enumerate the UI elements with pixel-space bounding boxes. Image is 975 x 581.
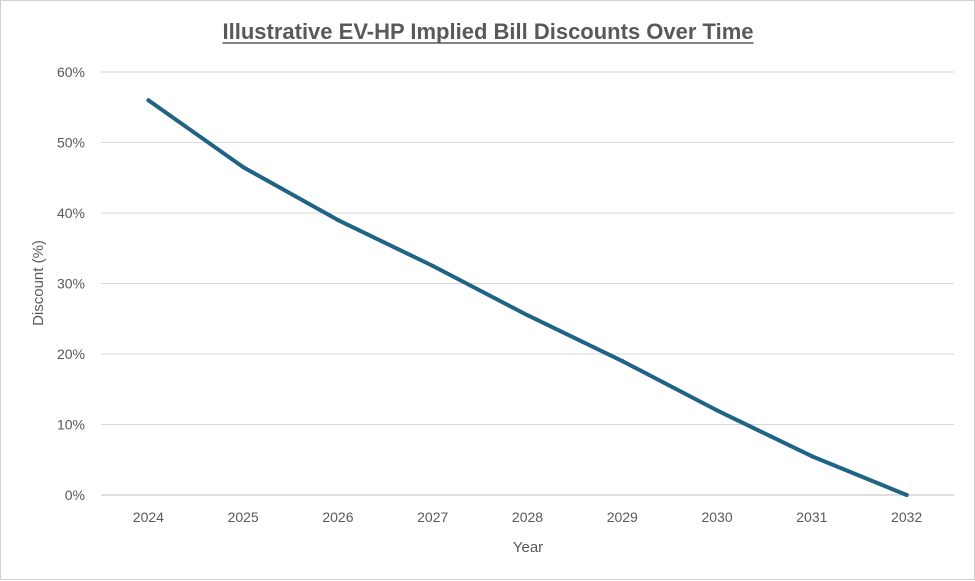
data-point [715, 408, 720, 413]
y-tick-label: 0% [65, 487, 85, 503]
data-point [620, 359, 625, 364]
y-tick-label: 30% [57, 276, 85, 292]
data-point [904, 493, 909, 497]
y-tick-label: 50% [57, 135, 85, 151]
x-tick-label: 2028 [512, 509, 543, 525]
y-tick-label: 40% [57, 205, 85, 221]
y-axis-label: Discount (%) [30, 240, 47, 326]
x-tick-label: 2032 [891, 509, 922, 525]
x-tick-label: 2025 [228, 509, 259, 525]
x-axis-label: Year [513, 539, 543, 556]
x-axis-ticks: 2024 2025 2026 2027 2028 2029 2030 2031 2032 [133, 509, 923, 525]
gridlines [101, 71, 954, 496]
y-axis-ticks: 0% 10% 20% 30% 40% 50% 60% [57, 64, 85, 503]
series-line [146, 98, 909, 497]
series-group [146, 98, 909, 497]
x-tick-label: 2029 [607, 509, 638, 525]
y-tick-label: 20% [57, 346, 85, 362]
y-tick-label: 60% [57, 64, 85, 80]
x-tick-label: 2031 [796, 509, 827, 525]
data-point [335, 218, 340, 223]
y-tick-label: 10% [57, 417, 85, 433]
data-point [430, 263, 435, 268]
x-tick-label: 2026 [322, 509, 353, 525]
data-point [146, 98, 151, 103]
data-point [241, 165, 246, 170]
data-point [809, 454, 814, 459]
x-tick-label: 2030 [701, 509, 732, 525]
data-point [525, 313, 530, 318]
chart-title: Illustrative EV-HP Implied Bill Discount… [222, 19, 753, 44]
x-tick-label: 2024 [133, 509, 164, 525]
x-tick-label: 2027 [417, 509, 448, 525]
